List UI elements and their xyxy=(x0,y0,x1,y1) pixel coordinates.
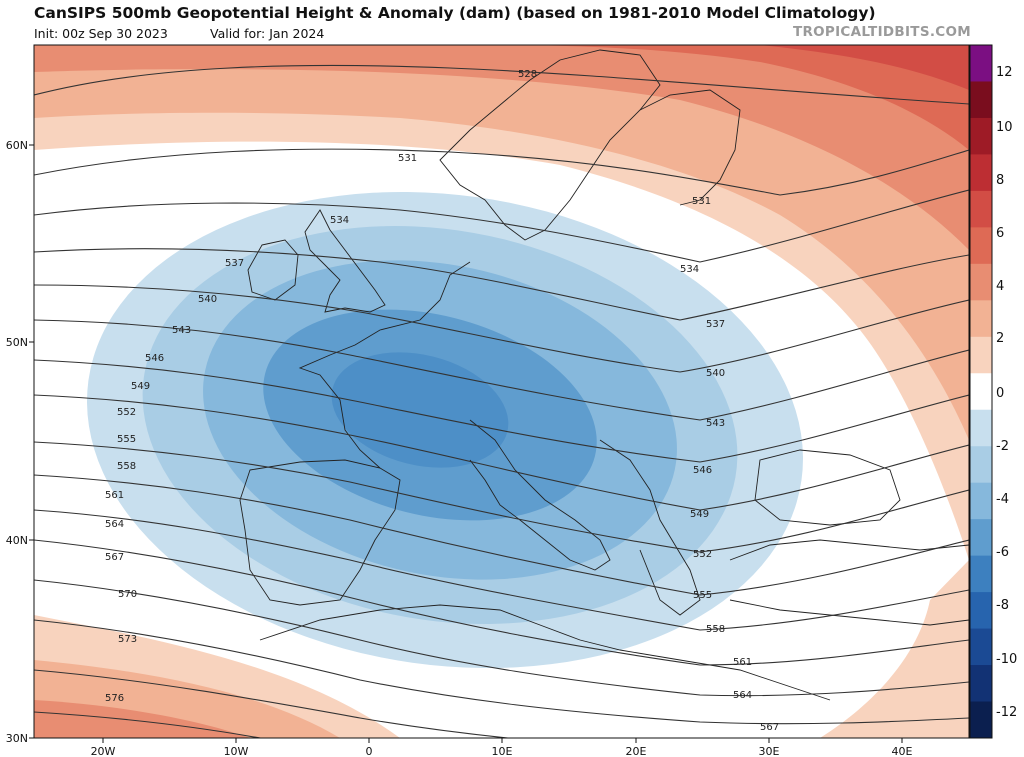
contour-label: 555 xyxy=(693,590,712,601)
contour-label: 576 xyxy=(105,693,124,704)
colorbar-tick-label: 10 xyxy=(996,120,1013,135)
contour-label: 549 xyxy=(690,509,709,520)
lon-label-10w: 10W xyxy=(224,745,249,757)
contour-label: 537 xyxy=(706,319,725,330)
colorbar-tick-label: 6 xyxy=(996,226,1004,241)
lat-label-40n: 40N xyxy=(6,534,28,547)
height-contours xyxy=(34,64,969,738)
colorbar-swatch xyxy=(970,227,992,265)
contour-label: 567 xyxy=(760,722,779,733)
contour-label: 558 xyxy=(706,624,725,635)
lon-label-40e: 40E xyxy=(892,745,913,757)
contour-label: 573 xyxy=(118,634,137,645)
colorbar-swatch xyxy=(970,81,992,119)
contour-label: 564 xyxy=(105,519,124,530)
init-time: Init: 00z Sep 30 2023 xyxy=(34,26,168,41)
lat-label-50n: 50N xyxy=(6,336,28,349)
contour-label: 564 xyxy=(733,690,752,701)
lat-label-60n: 60N xyxy=(6,139,28,152)
contour-label: 549 xyxy=(131,381,150,392)
colorbar xyxy=(970,45,992,739)
colorbar-tick-label: -2 xyxy=(996,439,1009,454)
colorbar-swatch xyxy=(970,628,992,666)
lon-label-20w: 20W xyxy=(91,745,116,757)
colorbar-frame xyxy=(969,44,993,739)
site-credit: TROPICALTIDBITS.COM xyxy=(792,24,971,40)
contour-label: 543 xyxy=(706,418,725,429)
colorbar-swatch xyxy=(970,117,992,155)
colorbar-tick-label: 0 xyxy=(996,386,1004,401)
contour-label: 561 xyxy=(733,657,752,668)
contour-label: 546 xyxy=(145,353,164,364)
contour-label: 534 xyxy=(680,264,699,275)
colorbar-swatch xyxy=(970,482,992,520)
contour-label: 531 xyxy=(692,196,711,207)
contour-label: 540 xyxy=(706,368,725,379)
colorbar-tick-label: 8 xyxy=(996,173,1004,188)
colorbar-swatch xyxy=(970,45,992,82)
colorbar-tick-label: -6 xyxy=(996,545,1009,560)
colorbar-swatch xyxy=(970,519,992,557)
colorbar-swatch xyxy=(970,701,992,739)
colorbar-tick-label: -12 xyxy=(996,705,1017,720)
colorbar-tick-label: 2 xyxy=(996,331,1004,346)
colorbar-swatch xyxy=(970,336,992,374)
colorbar-tick-label: -10 xyxy=(996,652,1017,667)
lon-label-30e: 30E xyxy=(759,745,780,757)
lon-label-0: 0 xyxy=(366,745,373,757)
colorbar-tick-label: -8 xyxy=(996,598,1009,613)
colorbar-swatch xyxy=(970,263,992,301)
contour-label: 561 xyxy=(105,490,124,501)
colorbar-tick-label: 12 xyxy=(996,65,1013,80)
contour-label: 552 xyxy=(693,549,712,560)
colorbar-swatch xyxy=(970,665,992,703)
valid-time: Valid for: Jan 2024 xyxy=(210,26,325,41)
contour-label: 558 xyxy=(117,461,136,472)
colorbar-swatch xyxy=(970,300,992,338)
longitude-axis xyxy=(102,738,903,743)
contour-label: 531 xyxy=(398,153,417,164)
lat-label-30n: 30N xyxy=(6,732,28,745)
contour-labels: 528 531 531 534 534 537 537 540 540 543 … xyxy=(105,69,779,733)
colorbar-swatch xyxy=(970,190,992,228)
colorbar-swatch xyxy=(970,409,992,447)
colorbar-swatch xyxy=(970,154,992,192)
colorbar-tick-label: 4 xyxy=(996,279,1004,294)
lon-label-10e: 10E xyxy=(492,745,513,757)
colorbar-swatch xyxy=(970,592,992,630)
colorbar-swatch xyxy=(970,446,992,484)
colorbar-swatch xyxy=(970,555,992,593)
contour-label: 567 xyxy=(105,552,124,563)
contour-label: 543 xyxy=(172,325,191,336)
map-title: CanSIPS 500mb Geopotential Height & Anom… xyxy=(34,4,876,22)
contour-label: 552 xyxy=(117,407,136,418)
contour-label: 546 xyxy=(693,465,712,476)
lon-label-20e: 20E xyxy=(626,745,647,757)
latitude-axis xyxy=(29,144,34,739)
coastlines xyxy=(239,49,969,701)
contour-label: 540 xyxy=(198,294,217,305)
contour-label: 534 xyxy=(330,215,349,226)
anomaly-shading xyxy=(34,45,969,738)
colorbar-labels: 12 10 8 6 4 2 0 -2 -4 -6 -8 -10 -12 xyxy=(996,65,1017,720)
contour-label: 528 xyxy=(518,69,537,80)
contour-label: 570 xyxy=(118,589,137,600)
colorbar-swatch xyxy=(970,373,992,411)
contour-label: 555 xyxy=(117,434,136,445)
contour-label: 537 xyxy=(225,258,244,269)
colorbar-tick-label: -4 xyxy=(996,492,1009,507)
